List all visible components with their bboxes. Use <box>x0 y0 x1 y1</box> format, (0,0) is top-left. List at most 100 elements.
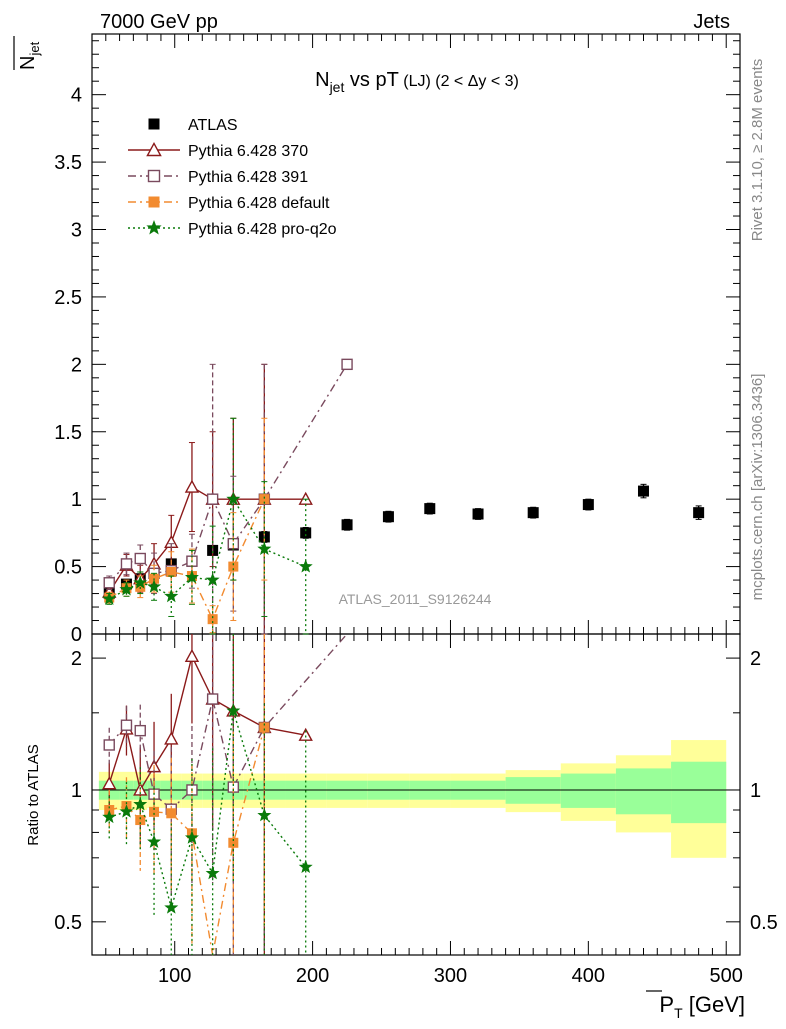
data-point <box>259 494 270 505</box>
legend-marker <box>146 220 162 235</box>
x-axis-label-main: P <box>659 992 674 1017</box>
ratio-band-inner <box>671 761 727 824</box>
data-point <box>693 507 705 519</box>
x-tick-label: 100 <box>158 965 191 987</box>
x-tick-label: 400 <box>572 965 605 987</box>
ratio-band-inner <box>560 773 616 808</box>
data-point <box>184 570 199 584</box>
data-point <box>341 358 353 371</box>
ratio-point <box>134 724 146 737</box>
header-right: Jets <box>693 11 730 33</box>
legend-entry-0: ATLAS <box>148 117 238 134</box>
x-tick-label: 200 <box>296 965 329 987</box>
y-tick-label: 2.5 <box>54 287 82 309</box>
legend-label: Pythia 6.428 pro-q2o <box>188 221 337 238</box>
ratio-point <box>102 809 117 824</box>
ratio-point <box>166 808 177 819</box>
series-line <box>108 497 306 600</box>
y-tick-label: 0 <box>71 624 82 646</box>
chart-title-main-sub: jet <box>329 79 345 95</box>
x-tick-label: 300 <box>434 965 467 987</box>
ratio-point <box>133 797 148 811</box>
chart-title-rest: vs pT <box>344 69 398 91</box>
ratio-point <box>259 722 270 733</box>
data-point <box>147 579 162 593</box>
legend-label: Pythia 6.428 default <box>188 195 330 212</box>
series-1 <box>102 363 313 955</box>
ratio-tick-label: 1 <box>71 780 82 802</box>
ratio-point <box>135 815 146 826</box>
series-line <box>108 486 306 593</box>
legend-marker <box>148 196 160 208</box>
legend: ATLAS Pythia 6.428 370 Pythia 6.428 391 Pyt… <box>128 117 337 238</box>
y-axis-label-main: N <box>17 56 39 70</box>
ratio-point <box>147 834 162 848</box>
data-point <box>135 581 146 592</box>
ratio-point <box>149 806 160 817</box>
data-point <box>300 527 312 539</box>
analysis-watermark: ATLAS_2011_S9126244 <box>339 591 492 607</box>
legend-entry-3: Pythia 6.428 default <box>128 195 330 212</box>
ratio-point <box>119 804 134 818</box>
series-0 <box>103 483 705 600</box>
mcplots-label: mcplots.cern.ch [arXiv:1306.3436] <box>749 374 766 601</box>
legend-label: ATLAS <box>188 117 238 134</box>
data-point <box>207 614 218 625</box>
data-point <box>582 499 594 511</box>
data-point <box>382 511 394 523</box>
data-point <box>119 582 134 596</box>
ratio-frame <box>91 633 741 956</box>
x-tick-label: 500 <box>710 965 743 987</box>
ratio-series-4 <box>102 634 313 955</box>
y-tick-label: 3 <box>71 220 82 242</box>
legend-marker <box>147 169 161 183</box>
x-axis-label-unit: [GeV] <box>683 992 745 1017</box>
ratio-point <box>228 837 239 848</box>
legend-marker <box>146 141 162 157</box>
y-tick-label: 3.5 <box>54 152 82 174</box>
ratio-point <box>164 900 179 914</box>
ratio-tick-label: 2 <box>71 648 82 670</box>
ratio-point <box>257 808 272 822</box>
data-point <box>637 485 649 497</box>
series-layer <box>102 358 705 956</box>
ratio-tick-label-right: 2 <box>750 648 761 670</box>
ratio-point <box>298 727 313 741</box>
y-tick-label: 4 <box>71 85 82 107</box>
header-left: 7000 GeV pp <box>100 11 218 33</box>
data-point <box>164 588 179 603</box>
axes-layer: 0 0.5 1 1.5 2 2.5 3 3.5 4 100 200 300 400 500 0.5 0.5 1 1… <box>54 33 778 987</box>
data-point <box>120 558 133 570</box>
data-point <box>424 503 436 515</box>
ratio-point <box>184 648 200 663</box>
data-point <box>257 541 272 556</box>
ratio-tick-label-right: 0.5 <box>750 912 778 934</box>
legend-marker <box>148 118 160 130</box>
legend-entry-1: Pythia 6.428 370 <box>128 141 308 160</box>
data-point <box>228 561 239 572</box>
series-4 <box>102 417 313 955</box>
data-point <box>226 491 241 506</box>
x-axis-label-sub: T <box>674 1005 683 1021</box>
chart-title-small: (LJ) (2 < Δy < 3) <box>399 73 519 90</box>
ratio-point <box>120 719 133 731</box>
ratio-line <box>109 710 307 911</box>
y-tick-label: 1.5 <box>54 422 82 444</box>
ratio-point <box>298 859 313 874</box>
data-point <box>134 552 146 565</box>
svg-text:Njet: Njet <box>17 41 42 70</box>
ratio-line <box>109 727 266 956</box>
ratio-point <box>102 776 117 790</box>
ratio-point <box>206 693 219 705</box>
ratio-point <box>164 731 179 745</box>
ratio-line <box>108 654 306 792</box>
data-point <box>527 507 539 519</box>
data-point <box>341 519 353 531</box>
data-point <box>166 566 177 577</box>
chart-title: Njet vs pT (LJ) (2 < Δy < 3) <box>315 69 519 95</box>
ratio-point <box>184 830 199 844</box>
ratio-axis-label: Ratio to ATLAS <box>25 744 42 845</box>
data-point <box>103 577 115 589</box>
